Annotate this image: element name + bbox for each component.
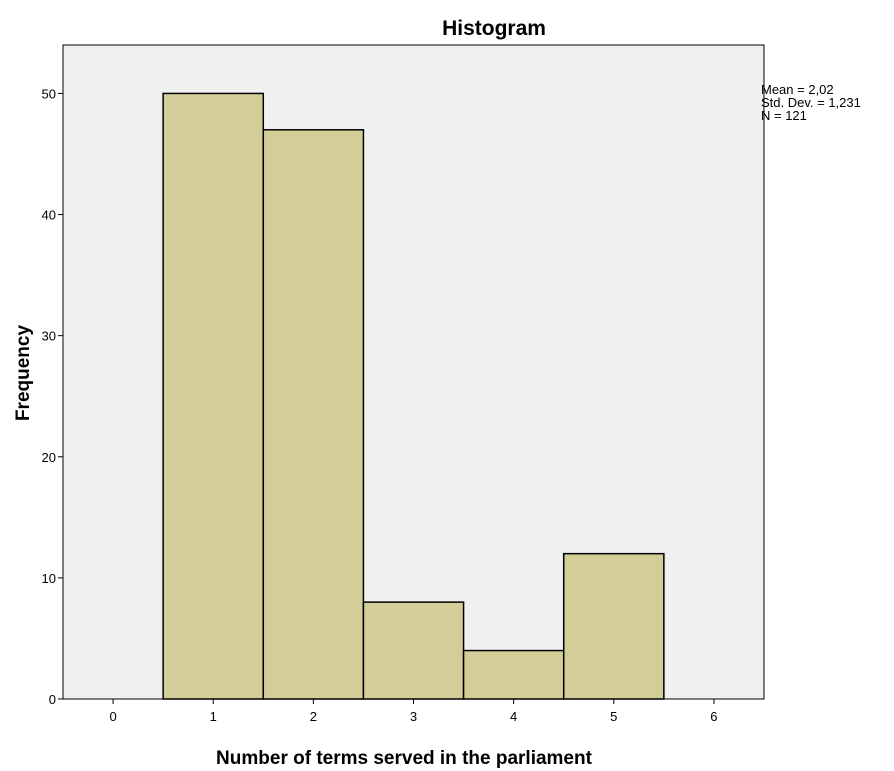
histogram-bar <box>462 649 565 700</box>
stats-std-dev: Std. Dev. = 1,231 <box>761 95 861 110</box>
y-tick-label: 0 <box>49 692 56 707</box>
statistics-box: Mean = 2,02 Std. Dev. = 1,231 N = 121 <box>761 83 861 122</box>
y-tick-label: 40 <box>42 208 56 223</box>
x-tick-label: 3 <box>410 709 417 724</box>
x-tick-label: 5 <box>610 709 617 724</box>
chart-title: Histogram <box>442 17 546 40</box>
histogram-bar <box>162 92 265 700</box>
x-tick-label: 1 <box>210 709 217 724</box>
x-tick-label: 6 <box>710 709 717 724</box>
x-tick-label: 0 <box>109 709 116 724</box>
y-axis: 0 10 20 30 40 50 <box>42 86 63 707</box>
y-axis-title: Frequency <box>13 325 34 422</box>
stats-n: N = 121 <box>761 108 807 123</box>
bars-group <box>162 92 665 700</box>
x-tick-label: 2 <box>310 709 317 724</box>
y-tick-label: 10 <box>42 571 56 586</box>
x-axis: 0 1 2 3 4 5 6 <box>109 699 718 724</box>
y-tick-label: 50 <box>42 86 56 101</box>
stats-mean: Mean = 2,02 <box>761 82 834 97</box>
histogram-bar <box>562 552 665 700</box>
histogram-bar <box>362 601 465 700</box>
x-axis-title: Number of terms served in the parliament <box>216 748 593 769</box>
y-tick-label: 20 <box>42 450 56 465</box>
y-tick-label: 30 <box>42 329 56 344</box>
histogram-bar <box>262 129 365 700</box>
x-tick-label: 4 <box>510 709 517 724</box>
